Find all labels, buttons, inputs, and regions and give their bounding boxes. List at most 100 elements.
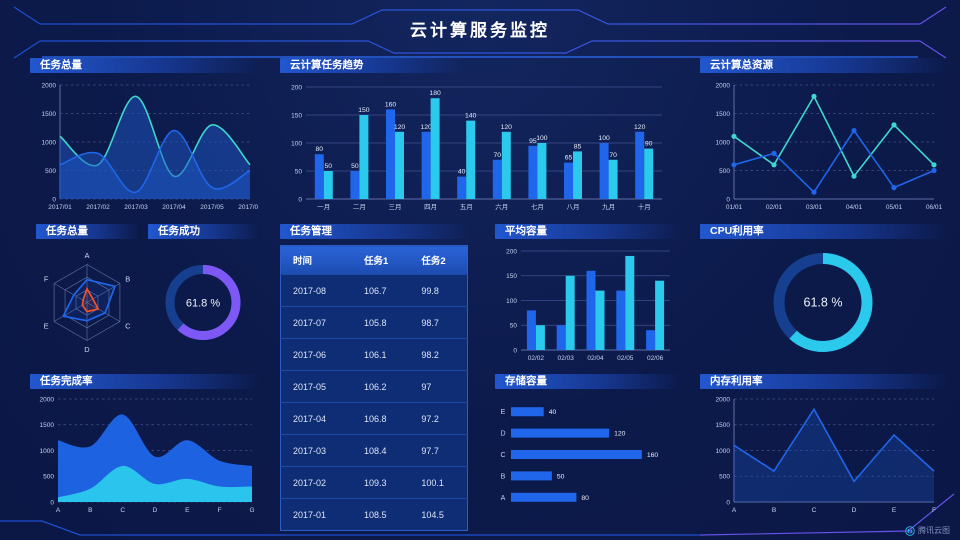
- svg-text:A: A: [84, 251, 89, 260]
- svg-text:1500: 1500: [716, 111, 731, 118]
- svg-text:0: 0: [52, 196, 56, 203]
- table-cell: 104.5: [409, 498, 468, 531]
- table-row: 2017-06 106.1 98.2: [280, 338, 468, 371]
- svg-text:500: 500: [719, 474, 730, 481]
- svg-text:65: 65: [565, 155, 573, 162]
- svg-text:500: 500: [45, 168, 56, 175]
- svg-text:50: 50: [351, 163, 359, 170]
- svg-text:0: 0: [726, 196, 730, 203]
- svg-text:B: B: [501, 473, 506, 480]
- svg-text:1000: 1000: [42, 139, 57, 146]
- svg-text:1500: 1500: [716, 422, 731, 429]
- svg-text:D: D: [84, 345, 90, 354]
- svg-text:A: A: [56, 507, 61, 514]
- svg-text:B: B: [88, 507, 92, 514]
- svg-text:70: 70: [609, 152, 617, 159]
- svg-text:120: 120: [501, 124, 513, 131]
- svg-text:2000: 2000: [40, 396, 55, 403]
- task-success-donut-chart: 61.8 %: [165, 265, 241, 340]
- panel-storage: 存储容量 E 40 D 120 C 160 B 50 A 80: [495, 374, 678, 516]
- panel-title: 任务完成率: [30, 374, 258, 389]
- svg-text:100: 100: [506, 298, 517, 305]
- memory-line-chart: 0 500 1000 1500 2000 A B C D E F: [716, 396, 936, 514]
- svg-text:150: 150: [358, 107, 370, 114]
- panel-title: 存储容量: [495, 374, 678, 389]
- panel-avg-capacity: 平均容量 0 50 100 150 200 02/02 02/03 02/04 02/05 02/…: [495, 224, 678, 366]
- svg-text:B: B: [772, 507, 776, 514]
- table-cell: 2017-02: [280, 466, 353, 499]
- svg-text:500: 500: [719, 168, 730, 175]
- svg-text:B: B: [125, 274, 130, 283]
- total-resources-line-chart: 0 500 1000 1500 2000 01/01 02/01 03/01 04/01 05/0…: [716, 82, 943, 211]
- tencent-cloud-logo-icon: [905, 525, 915, 536]
- table-cell: 2017-03: [280, 434, 353, 467]
- cpu-usage-donut-chart: 61.8 %: [773, 253, 873, 352]
- svg-text:03/01: 03/01: [806, 204, 823, 211]
- svg-text:100: 100: [536, 135, 548, 142]
- svg-text:04/01: 04/01: [846, 204, 863, 211]
- table-header-cell: 时间: [280, 245, 353, 275]
- svg-text:1000: 1000: [40, 448, 55, 455]
- svg-text:200: 200: [506, 248, 517, 255]
- watermark: 腾讯云图: [905, 525, 950, 536]
- table-cell: 2017-06: [280, 338, 353, 371]
- task-trend-bar-chart: 0 50 100 150 200 一月 二月 三月 四月 五月 六月 七月 八月 九月 十月 80 50 160 1…: [291, 84, 662, 211]
- svg-text:八月: 八月: [567, 203, 580, 211]
- table-cell: 106.1: [352, 338, 410, 371]
- svg-text:80: 80: [316, 146, 324, 153]
- svg-text:50: 50: [557, 473, 565, 480]
- panel-title: 云计算任务趋势: [280, 58, 462, 73]
- svg-text:02/02: 02/02: [528, 355, 545, 362]
- panel-memory: 内存利用率 0 500 1000 1500 2000 A B C D E F: [700, 374, 946, 516]
- svg-text:七月: 七月: [531, 202, 544, 211]
- table-cell: 2017-05: [280, 370, 353, 403]
- panel-task-success: 任务成功 61.8 %: [148, 224, 258, 366]
- svg-text:120: 120: [394, 124, 406, 131]
- svg-text:85: 85: [574, 143, 582, 150]
- panel-title: 任务总量: [30, 58, 258, 73]
- table-row: 2017-03 108.4 97.7: [280, 434, 468, 467]
- svg-text:E: E: [44, 322, 49, 331]
- svg-text:40: 40: [549, 409, 557, 416]
- table-row: 2017-05 106.2 97: [280, 370, 468, 403]
- svg-text:四月: 四月: [424, 203, 437, 211]
- table-cell: 106.8: [352, 402, 410, 435]
- svg-text:E: E: [892, 507, 897, 514]
- svg-text:61.8 %: 61.8 %: [804, 296, 843, 310]
- panel-title: 云计算总资源: [700, 58, 946, 73]
- svg-text:06/01: 06/01: [926, 204, 943, 211]
- table-cell: 98.7: [409, 306, 468, 339]
- panel-title: 任务成功: [148, 224, 258, 239]
- svg-text:70: 70: [494, 152, 502, 159]
- svg-text:E: E: [185, 507, 190, 514]
- task-total-radar-chart: A B C D E F: [44, 251, 131, 354]
- svg-text:0: 0: [513, 347, 517, 354]
- svg-text:160: 160: [647, 452, 659, 459]
- svg-text:C: C: [812, 507, 817, 514]
- svg-text:F: F: [932, 507, 936, 514]
- panel-total-resources: 云计算总资源 0 500 1000 1500 2000 01/01 02/01 03/01 04…: [700, 58, 946, 215]
- svg-text:50: 50: [295, 168, 303, 175]
- table-header-cell: 任务2: [409, 245, 468, 275]
- panel-title: 平均容量: [495, 224, 678, 239]
- panel-title: 内存利用率: [700, 374, 946, 389]
- svg-text:G: G: [249, 507, 254, 514]
- svg-text:2000: 2000: [42, 82, 57, 89]
- table-row: 2017-08 106.7 99.8: [280, 274, 468, 307]
- table-cell: 109.3: [352, 466, 410, 499]
- table-row: 2017-07 105.8 98.7: [280, 306, 468, 339]
- table-header-row: 时间 任务1 任务2: [280, 245, 468, 275]
- svg-text:90: 90: [645, 141, 653, 148]
- svg-text:500: 500: [43, 474, 54, 481]
- table-cell: 106.7: [352, 274, 410, 307]
- table-cell: 100.1: [409, 466, 468, 499]
- svg-text:160: 160: [385, 101, 397, 108]
- svg-text:40: 40: [458, 169, 466, 176]
- panel-task-total-line: 任务总量 0 500 1000 1500 2000 2017/01 2017/02 2017/…: [30, 58, 258, 215]
- svg-text:2017/04: 2017/04: [162, 204, 186, 211]
- task-completion-area-chart: 0 500 1000 1500 2000 A B C D E F G: [40, 396, 255, 514]
- svg-text:80: 80: [581, 495, 589, 502]
- panel-task-completion: 任务完成率 0 500 1000 1500 2000 A B C D E F G: [30, 374, 258, 516]
- task-total-line-chart: 0 500 1000 1500 2000 2017/01 2017/02 2017/03 201…: [42, 82, 258, 211]
